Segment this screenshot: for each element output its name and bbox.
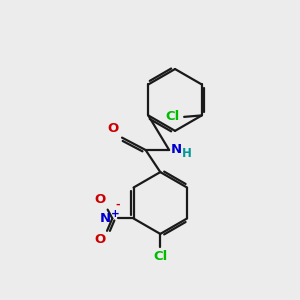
Text: H: H [182, 147, 191, 160]
Text: Cl: Cl [166, 110, 180, 123]
Text: Cl: Cl [153, 250, 167, 263]
Text: O: O [94, 193, 106, 206]
Text: N: N [170, 142, 182, 156]
Text: O: O [107, 122, 118, 135]
Text: +: + [111, 209, 120, 219]
Text: O: O [94, 233, 106, 246]
Text: N: N [100, 212, 111, 225]
Text: -: - [116, 199, 121, 209]
